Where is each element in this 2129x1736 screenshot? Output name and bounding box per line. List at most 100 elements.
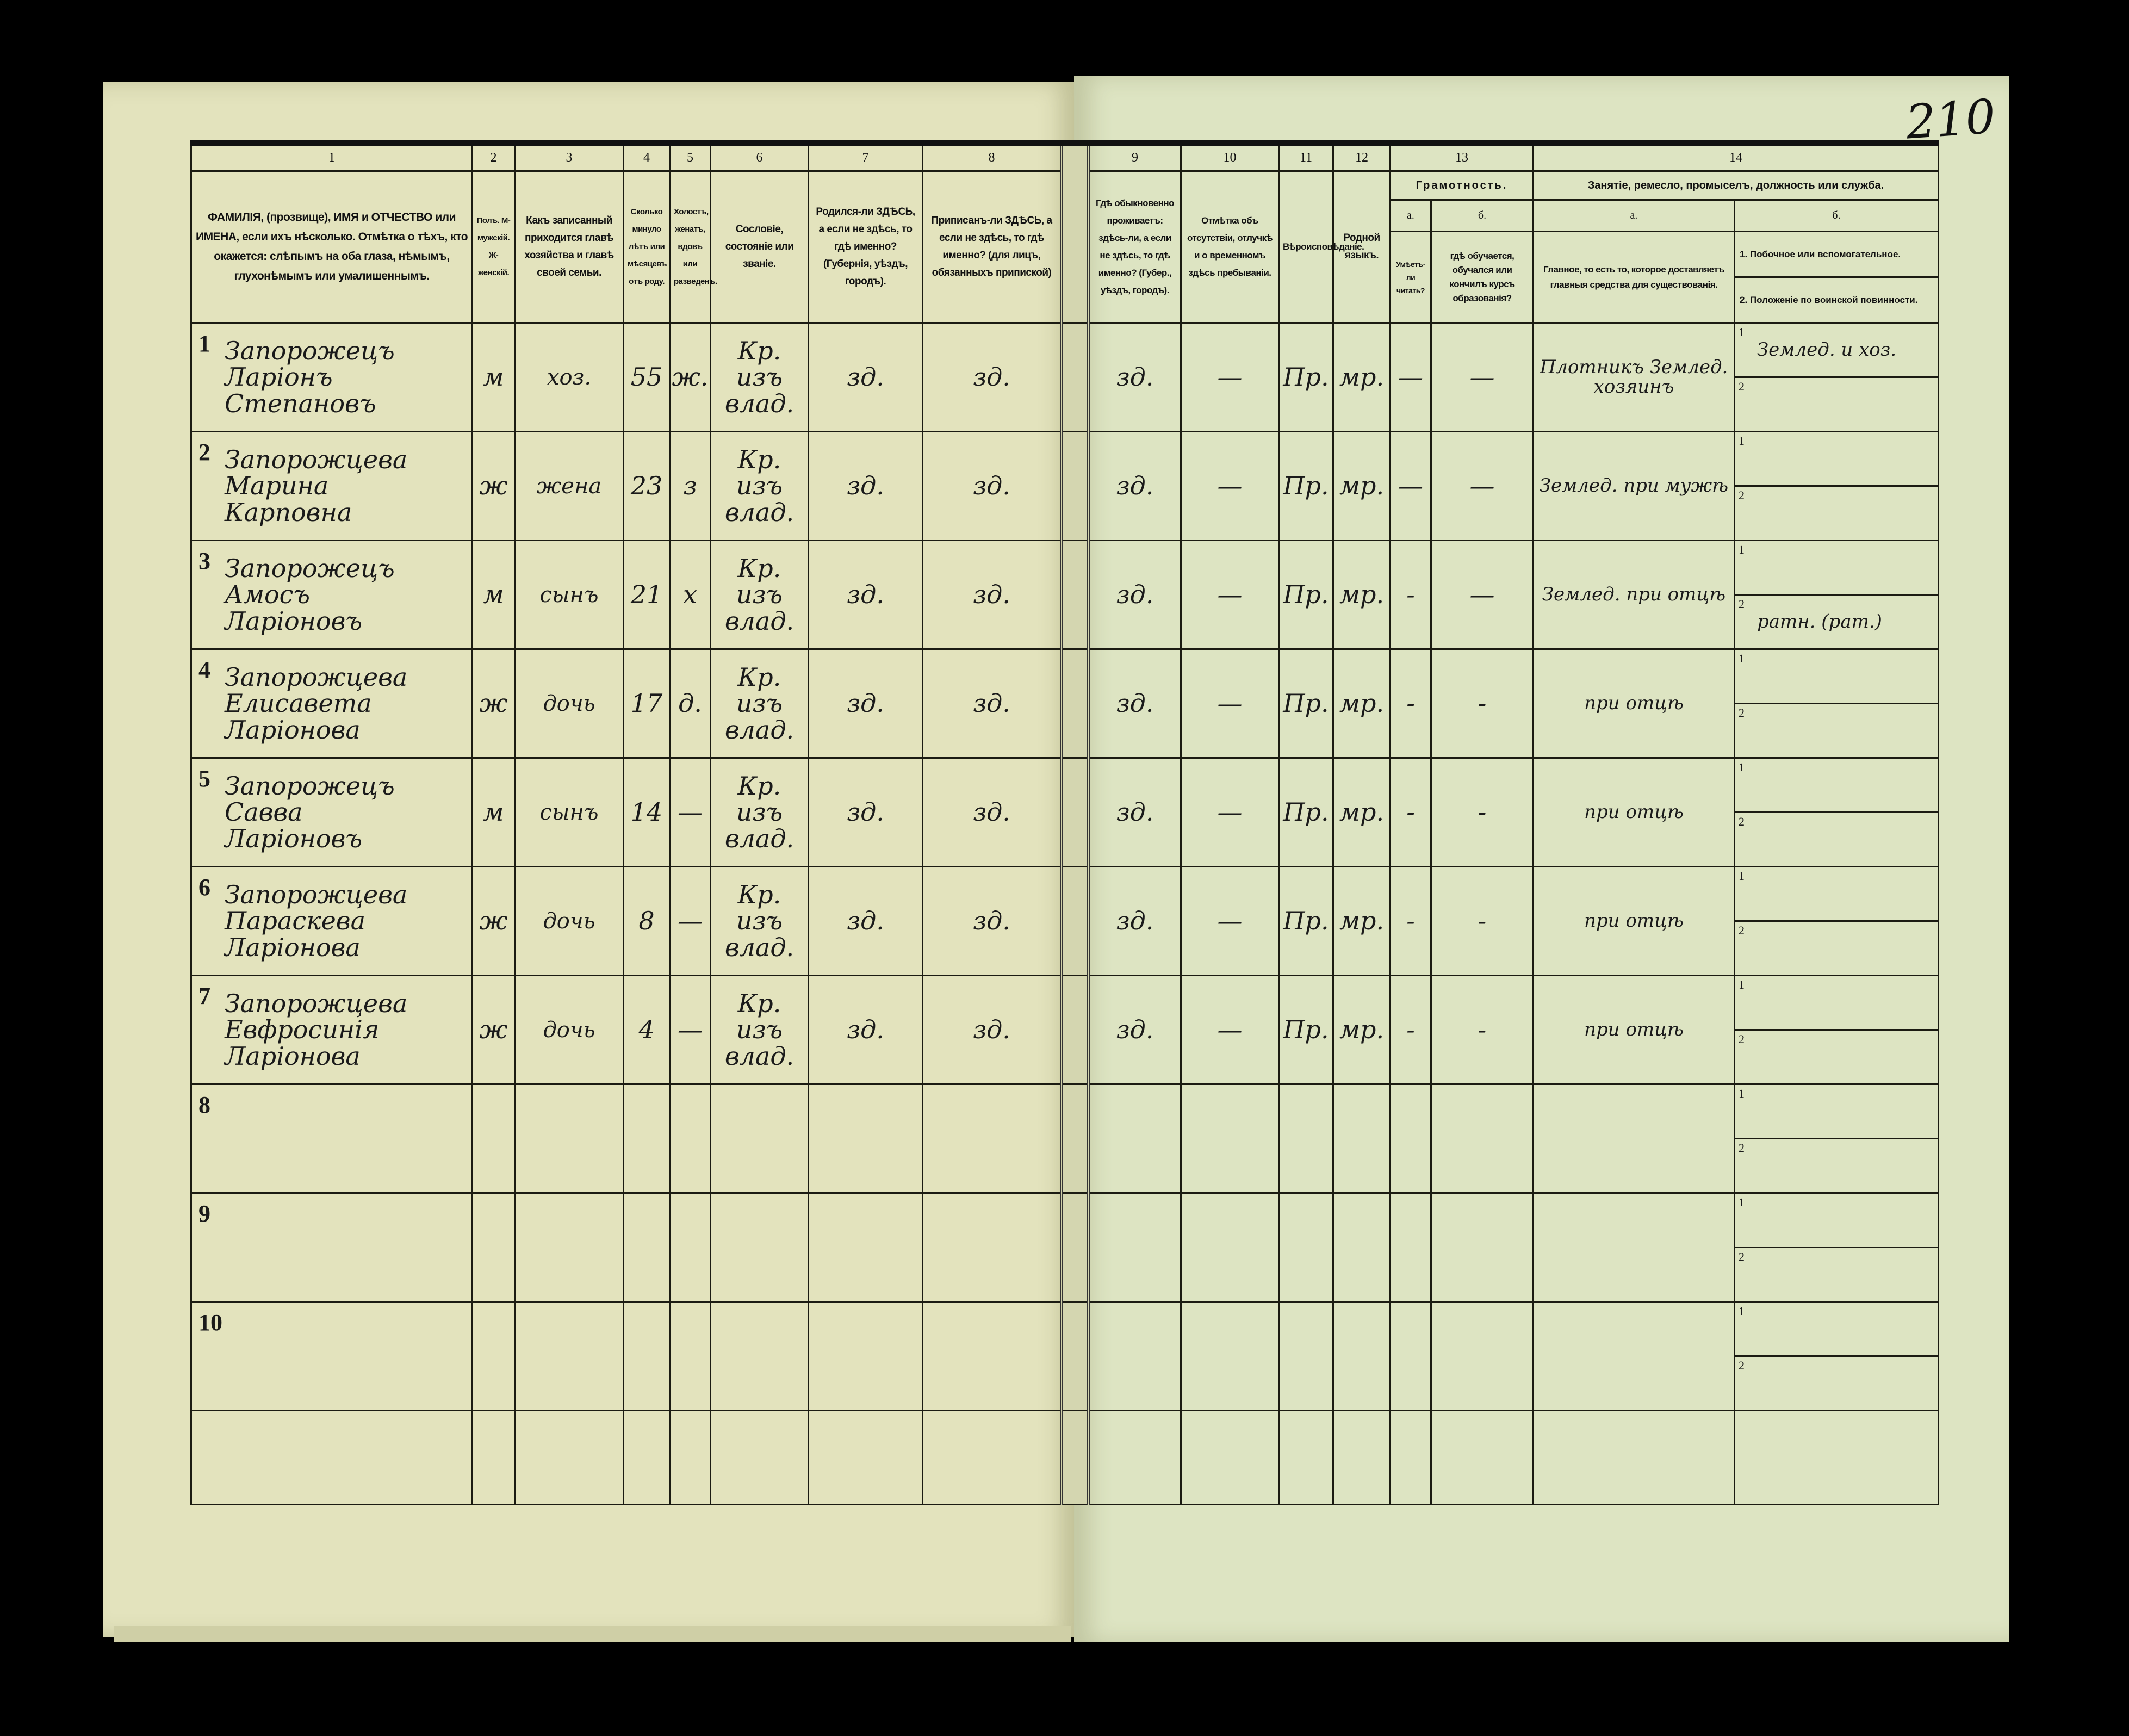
marital-cell <box>669 1083 711 1194</box>
registered-cell: зд. <box>922 648 1062 759</box>
estate-line: Кр. <box>737 336 781 366</box>
empty-cell <box>514 1410 624 1505</box>
residence-cell: зд. <box>1088 975 1182 1085</box>
relation-cell: дочь <box>514 866 624 976</box>
col-number: 13 <box>1389 142 1534 172</box>
religion-cell <box>1278 1192 1334 1303</box>
row-number: 5 <box>198 765 210 792</box>
sub-index: 1 <box>1739 978 1745 991</box>
absence-cell: — <box>1180 648 1280 759</box>
secondary-cell: 1 <box>1735 650 1938 703</box>
residence-cell: зд. <box>1088 540 1182 650</box>
secondary-cell: 1 <box>1735 976 1938 1029</box>
age-cell <box>623 1083 671 1194</box>
row-number: 7 <box>198 983 210 1009</box>
name-line: Степановъ <box>225 388 376 418</box>
book-gutter <box>1060 1192 1090 1303</box>
literate-cell: — <box>1389 322 1432 432</box>
header-literacy-a: а. <box>1389 199 1432 232</box>
name-line: Запорожецъ <box>225 336 395 366</box>
literate-cell: — <box>1389 431 1432 541</box>
residence-cell: зд. <box>1088 757 1182 867</box>
sub-index: 2 <box>1739 706 1745 720</box>
secondary-military-cell: 1 2 ратн. (рат.) <box>1734 540 1939 650</box>
age-cell <box>623 1192 671 1303</box>
occupation-cell: при отцѣ <box>1532 975 1735 1085</box>
estate-cell: Кр. изъ влад. <box>710 866 809 976</box>
empty-cell <box>808 1410 923 1505</box>
age-cell: 21 <box>623 540 671 650</box>
row-number: 9 <box>198 1200 210 1227</box>
header-secondary: 1. Побочное или вспомогательное. <box>1740 249 1901 259</box>
secondary-value: Землед. и хоз. <box>1757 338 1897 361</box>
name-line: Елисавета <box>225 689 372 718</box>
absence-cell: — <box>1180 975 1280 1085</box>
name-cell: 10 <box>190 1301 473 1411</box>
sub-index: 2 <box>1739 1141 1745 1155</box>
born-cell <box>808 1192 923 1303</box>
secondary-cell: 1 <box>1735 1303 1938 1355</box>
born-cell: зд. <box>808 540 923 650</box>
born-cell: зд. <box>808 648 923 759</box>
estate-line: изъ влад. <box>724 797 795 853</box>
header-occupation-a: а. <box>1532 199 1735 232</box>
row-number: 3 <box>198 548 210 574</box>
table-row: 10 1 2 <box>190 1301 1939 1411</box>
occupation-cell: при отцѣ <box>1532 757 1735 867</box>
table-header: 1 2 3 4 5 6 7 8 9 10 11 12 13 14 ФАМИЛІЯ… <box>190 142 1939 324</box>
col-number: 8 <box>922 142 1062 172</box>
education-cell: - <box>1430 757 1534 867</box>
sex-cell: ж <box>471 431 516 541</box>
marital-cell: — <box>669 866 711 976</box>
born-cell <box>808 1301 923 1411</box>
absence-cell <box>1180 1083 1280 1194</box>
education-cell <box>1430 1083 1534 1194</box>
registered-cell: зд. <box>922 975 1062 1085</box>
military-cell: 2 <box>1735 920 1938 975</box>
book-gutter <box>1060 648 1090 759</box>
sub-index: 2 <box>1739 597 1745 611</box>
secondary-cell: 1 <box>1735 867 1938 920</box>
education-cell: — <box>1430 431 1534 541</box>
book-gutter <box>1060 431 1090 541</box>
col-number: 10 <box>1180 142 1280 172</box>
occupation-cell: Землед. при мужѣ <box>1532 431 1735 541</box>
religion-cell: Пр. <box>1278 431 1334 541</box>
name-cell: 2 Запорожцева Марина Карповна <box>190 431 473 541</box>
sub-index: 1 <box>1739 652 1745 665</box>
header-literacy: Грамотность. <box>1389 170 1534 201</box>
name-cell: 5 Запорожецъ Савва Ларіоновъ <box>190 757 473 867</box>
name-line: Запорожецъ <box>225 771 395 801</box>
estate-line: Кр. <box>737 989 781 1019</box>
registered-cell <box>922 1083 1062 1194</box>
empty-cell <box>623 1410 671 1505</box>
name-line: Карповна <box>225 497 352 527</box>
residence-cell <box>1088 1301 1182 1411</box>
table-row: 3 Запорожецъ Амосъ Ларіоновъ м сынъ 21 х Кр. изъ … <box>190 540 1939 650</box>
marital-cell: х <box>669 540 711 650</box>
language-cell: мр. <box>1332 540 1391 650</box>
header-literacy-b: б. <box>1430 199 1534 232</box>
header-marital: Холостъ, женатъ, вдовъ или разведенъ. <box>669 170 717 324</box>
language-cell: мр. <box>1332 975 1391 1085</box>
estate-line: Кр. <box>737 445 781 475</box>
name-line: Запорожецъ <box>225 554 395 584</box>
sub-index: 2 <box>1739 815 1745 828</box>
name-line: Ларіоновъ <box>225 606 363 636</box>
estate-cell: Кр. изъ влад. <box>710 431 809 541</box>
registered-cell <box>922 1192 1062 1303</box>
col-number: 9 <box>1088 142 1182 172</box>
row-number: 2 <box>198 439 210 466</box>
residence-cell: зд. <box>1088 866 1182 976</box>
sub-cells: 1 2 ратн. (рат.) <box>1735 541 1938 648</box>
military-cell: 2 ратн. (рат.) <box>1735 594 1938 648</box>
language-cell: мр. <box>1332 431 1391 541</box>
estate-line: Кр. <box>737 662 781 692</box>
col-number: 11 <box>1278 142 1334 172</box>
religion-cell: Пр. <box>1278 757 1334 867</box>
